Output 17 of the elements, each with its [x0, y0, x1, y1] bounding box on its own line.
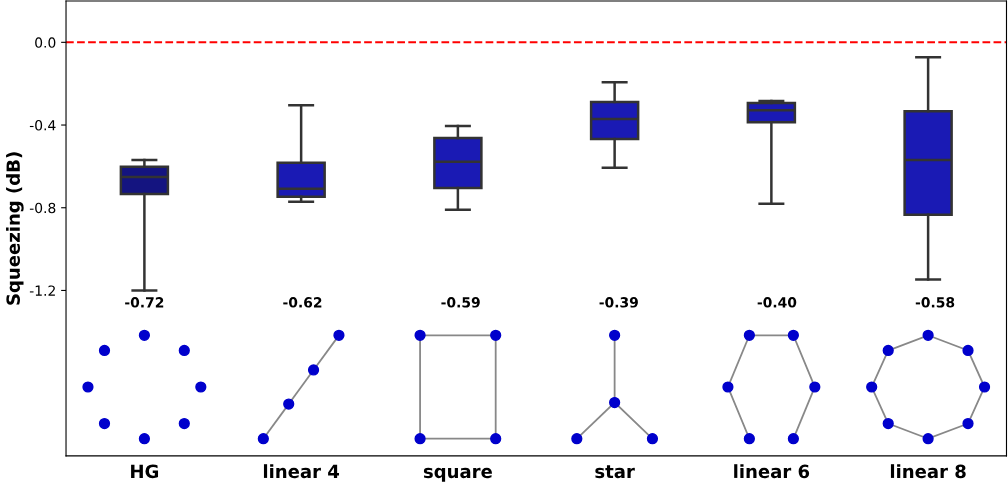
y-tick-label: 0.0 — [35, 37, 56, 48]
x-tick-label: linear 6 — [734, 464, 810, 479]
text: -0.59 — [441, 297, 480, 308]
x-tick-label: HG — [131, 464, 159, 479]
x-tick-label: linear 4 — [263, 464, 340, 479]
y-tick-label: -1.2 — [29, 285, 55, 296]
y-tick-label: -0.4 — [29, 120, 56, 131]
y-tick-label: -0.8 — [29, 202, 56, 214]
text: -0.39 — [599, 297, 638, 308]
x-tick-label: square — [423, 467, 492, 482]
x-tick-label: star — [595, 465, 635, 479]
text: -0.40 — [757, 297, 797, 308]
text: -0.62 — [283, 297, 322, 308]
text: -0.58 — [915, 297, 955, 308]
y-axis-title: Squeezing (dB) — [6, 152, 24, 305]
text: -0.72 — [125, 297, 164, 308]
x-tick-label: linear 8 — [890, 464, 966, 479]
